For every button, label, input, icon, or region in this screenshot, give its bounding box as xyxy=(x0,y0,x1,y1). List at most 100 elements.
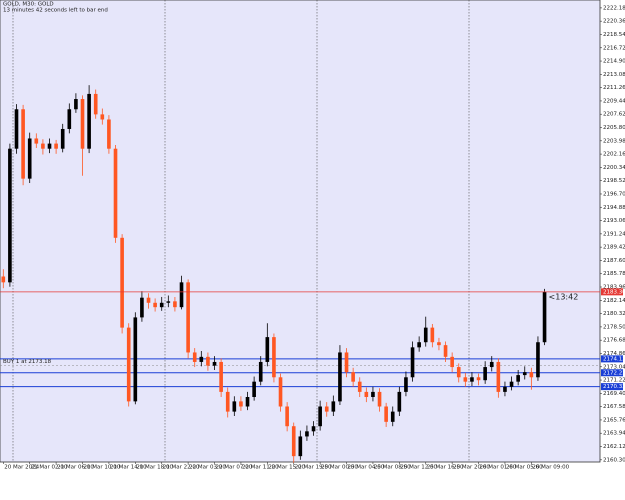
y-tick-label: 2220.36 xyxy=(603,19,625,25)
candle-body xyxy=(285,406,289,427)
candle-body xyxy=(476,377,481,381)
candle-body xyxy=(199,356,204,362)
candle-body xyxy=(390,411,395,422)
x-tick-label: 25 Mar 20:00 xyxy=(453,465,490,471)
y-tick-label: 2189.42 xyxy=(603,245,625,251)
candle-body xyxy=(351,372,355,382)
candle-body xyxy=(146,297,151,303)
y-tick-label: 2187.60 xyxy=(603,258,625,264)
candle-body xyxy=(206,356,210,366)
candle-body xyxy=(60,128,65,149)
chart-subtitle: 13 minutes 42 seconds left to bar end xyxy=(3,8,108,14)
candle-body xyxy=(107,119,111,149)
candle-body xyxy=(291,426,296,457)
candle-body xyxy=(272,337,276,378)
y-tick-label: 2218.54 xyxy=(603,32,625,38)
candle-body xyxy=(67,109,72,129)
candle-body xyxy=(509,381,514,387)
candle-body xyxy=(100,114,105,120)
candle-body xyxy=(166,301,171,303)
y-tick-label: 2167.58 xyxy=(603,404,625,410)
candle-body xyxy=(503,386,507,392)
candle-body xyxy=(496,361,501,392)
y-tick-label: 2173.04 xyxy=(603,364,625,370)
candle-body xyxy=(331,401,336,412)
candle-body xyxy=(344,352,349,373)
y-tick-label: 2171.22 xyxy=(603,378,625,384)
candle-body xyxy=(8,148,12,283)
candle-body xyxy=(219,361,223,392)
candle-body xyxy=(140,297,144,318)
y-tick-label: 2216.72 xyxy=(603,45,625,51)
y-tick-label: 2202.16 xyxy=(603,152,625,158)
candle-body xyxy=(311,426,316,432)
bid-tag xyxy=(601,288,623,296)
x-tick-label: 21 Mar 14:00 xyxy=(110,465,147,471)
x-tick-label: 26 Mar 05:00 xyxy=(506,465,543,471)
bar-countdown: <13:42 xyxy=(549,292,579,301)
candle-body xyxy=(278,377,283,407)
candle-body xyxy=(258,361,263,382)
candle-body xyxy=(179,282,184,308)
plot-frame xyxy=(0,0,601,463)
x-tick-label: 25 Mar 00:00 xyxy=(321,465,358,471)
candle-body xyxy=(404,377,408,392)
bid-label: 2183.30 xyxy=(603,289,625,295)
y-tick-label: 2207.62 xyxy=(603,112,625,118)
candle-body xyxy=(87,93,91,149)
candle-body xyxy=(133,317,138,402)
y-tick-label: 2191.24 xyxy=(603,231,625,237)
candle-body xyxy=(410,347,415,378)
candle-body xyxy=(120,237,124,328)
y-tick-label: 2193.06 xyxy=(603,218,625,224)
candle-body xyxy=(324,406,329,412)
candle-body xyxy=(384,406,388,422)
candle-body xyxy=(21,109,25,179)
candle-body xyxy=(153,302,157,308)
x-tick-label: 21 Mar 22:00 xyxy=(163,465,200,471)
candle-body xyxy=(377,391,382,407)
y-tick-label: 2198.52 xyxy=(603,178,625,184)
order-label: BUY 1 at 2173.18 xyxy=(3,359,52,365)
x-tick-label: 21 Mar 18:00 xyxy=(136,465,173,471)
candle-body xyxy=(456,367,461,378)
candle-body xyxy=(245,397,250,407)
candle-body xyxy=(1,276,6,283)
y-tick-label: 2169.40 xyxy=(603,391,625,397)
y-tick-label: 2162.12 xyxy=(603,444,625,450)
y-tick-label: 2182.14 xyxy=(603,298,625,304)
y-tick-label: 2213.08 xyxy=(603,72,625,78)
candle-body xyxy=(54,143,58,149)
chart-title: GOLD, M30: GOLD xyxy=(3,2,54,8)
x-tick-label: 20 Mar 2024 xyxy=(4,465,39,471)
price-level-tag xyxy=(601,383,623,391)
candle-body xyxy=(80,99,85,149)
candle-body xyxy=(536,342,540,378)
y-tick-label: 2205.80 xyxy=(603,125,625,131)
x-tick-label: 25 Mar 04:00 xyxy=(348,465,385,471)
candle-body xyxy=(192,352,197,362)
candle-body xyxy=(443,345,448,357)
candle-body xyxy=(212,361,217,366)
x-tick-label: 22 Mar 03:00 xyxy=(189,465,226,471)
candle-body xyxy=(47,143,52,149)
y-tick-label: 2165.76 xyxy=(603,417,625,423)
candle-body xyxy=(34,138,39,144)
y-tick-label: 2196.70 xyxy=(603,191,625,197)
y-tick-label: 2214.90 xyxy=(603,59,625,65)
x-tick-label: 25 Mar 08:00 xyxy=(374,465,411,471)
candle-body xyxy=(489,361,494,368)
candle-body xyxy=(417,342,421,348)
candle-body xyxy=(423,327,428,343)
candle-body xyxy=(14,109,19,149)
candle-body xyxy=(338,352,342,402)
candle-body xyxy=(371,391,375,398)
x-tick-label: 22 Mar 19:00 xyxy=(295,465,332,471)
candle-body xyxy=(463,377,468,382)
y-tick-label: 2185.78 xyxy=(603,271,625,277)
candle-body xyxy=(529,372,534,378)
candle-body xyxy=(430,327,435,343)
candle-body xyxy=(252,381,256,398)
candle-body xyxy=(397,391,402,412)
candle-body xyxy=(357,381,362,392)
